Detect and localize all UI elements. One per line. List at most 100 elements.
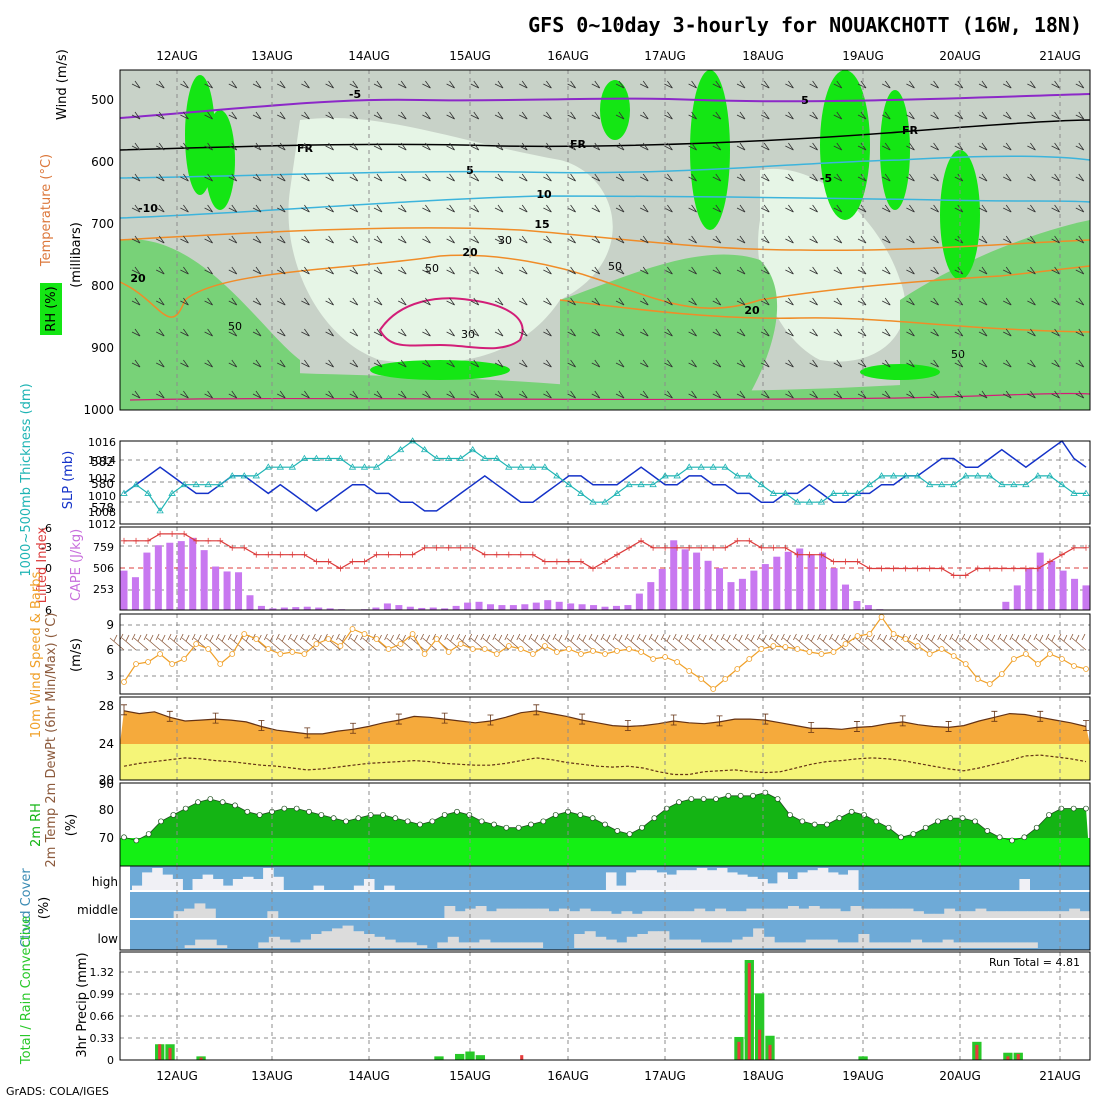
rh-point	[158, 818, 164, 825]
wind-barb	[543, 111, 552, 120]
cloud-cover-cell	[774, 942, 786, 948]
rh-point	[1083, 805, 1089, 812]
wind-barb	[156, 80, 165, 89]
contour-label: 50	[608, 260, 622, 273]
wind-barb	[930, 204, 939, 213]
wind-barb	[1075, 328, 1085, 337]
thickness-axis-label: 1000~500mb Thickness (dm)	[19, 383, 34, 576]
wind-barb	[228, 359, 238, 368]
wind-barb	[833, 297, 843, 306]
wind-barb	[470, 297, 480, 306]
wind-barb	[664, 266, 673, 275]
rh-point	[1070, 805, 1077, 812]
precip-panel: Run Total = 4.81 1.32 0.99 0.66 0.33 0 Total /…	[19, 916, 1091, 1067]
wind-barb	[833, 142, 843, 151]
wind-barb	[591, 111, 601, 120]
wind-barb	[833, 173, 843, 182]
wind-barb	[446, 633, 461, 651]
wind-speed-point	[710, 686, 717, 692]
wind-speed-point	[554, 649, 560, 655]
wind-barb	[640, 328, 649, 337]
thickness-point	[974, 472, 982, 479]
cloud-cover-cell	[454, 911, 466, 919]
wind-barb	[131, 111, 141, 120]
wind-barb	[640, 297, 649, 306]
rh-shade-moist-b	[560, 254, 778, 410]
date-label-bottom: 20AUG	[939, 1069, 981, 1083]
wind-barb	[446, 142, 455, 151]
wind-speed-point	[914, 643, 921, 649]
cloud-level-label: low	[98, 932, 119, 946]
wind-speed-point	[433, 636, 440, 642]
wind-barb	[252, 390, 262, 399]
pressure-tick-label: 700	[91, 217, 114, 231]
lifted-index-point	[265, 551, 272, 558]
wind-barb	[398, 173, 407, 182]
cloud-cover-cell	[742, 936, 754, 948]
rh-legend-swatch	[40, 283, 62, 335]
cloud-cover-cell	[605, 939, 617, 948]
wind-barb	[712, 359, 722, 368]
wind-barb	[252, 359, 262, 368]
wind-barb	[930, 390, 939, 399]
lifted-index-point	[289, 551, 296, 558]
temperature-minmax-bar	[166, 710, 173, 722]
wind-speed-point	[662, 654, 669, 660]
wind-barb	[761, 359, 770, 368]
cape-bar	[727, 582, 735, 610]
rh-point	[589, 815, 596, 821]
wind-barb	[688, 390, 697, 399]
wind-barb	[519, 204, 528, 213]
cloud-cover-cell	[933, 913, 945, 919]
wind-barb	[519, 359, 528, 368]
cloud-cover-cell	[996, 911, 1008, 919]
wind-barb	[204, 173, 213, 182]
cloud-cover-cell	[805, 939, 817, 948]
lifted-index-point	[325, 558, 332, 565]
wind-barb	[180, 235, 189, 244]
wind-barb	[833, 266, 843, 275]
contour-label: 30	[461, 328, 475, 341]
cloud-cover-cell	[746, 908, 758, 919]
cloud-cover-cell	[384, 939, 396, 948]
thickness-point	[240, 472, 248, 479]
wind-speed-point	[217, 661, 224, 667]
wind-barb	[180, 142, 189, 151]
wind-barb	[736, 173, 746, 182]
wind-barb	[736, 111, 746, 120]
wind-barb	[591, 328, 601, 337]
cape-bar	[532, 602, 540, 610]
lifted-index-point	[734, 537, 741, 544]
wind-barb	[156, 328, 165, 337]
thickness-point	[541, 463, 549, 470]
wind-barb	[1027, 204, 1036, 213]
wind-barb	[422, 204, 431, 213]
wind-barb	[180, 390, 189, 399]
lifted-index-point	[710, 544, 717, 551]
rh-point	[404, 818, 411, 825]
cloud-cover-cell	[711, 942, 723, 948]
wind-barb	[338, 633, 353, 651]
wind-barb	[204, 235, 213, 244]
lifted-index-point	[229, 544, 236, 551]
rh-point	[577, 812, 584, 818]
cloud-cover-cell	[686, 870, 698, 890]
cloud-cover-cell	[995, 942, 1007, 948]
wind-speed-point	[121, 679, 127, 685]
wind-barb	[567, 297, 576, 306]
li-tick-label: 0	[45, 562, 52, 575]
wind-barb	[664, 173, 673, 182]
slp-panel: 5825805781016101410121010100810121000~50…	[19, 383, 1091, 577]
cape-bar	[292, 607, 300, 610]
contour-label: 20	[744, 304, 760, 317]
wind-barb	[1027, 173, 1036, 182]
cloud-cover-cell	[756, 908, 768, 919]
wind-barb	[567, 204, 576, 213]
contour-label: 15	[534, 218, 549, 231]
rh-point	[861, 812, 867, 818]
thickness-point	[889, 472, 898, 479]
cape-bar	[590, 605, 598, 610]
cloud-cover-cell	[212, 879, 224, 890]
wind-barb	[277, 204, 286, 213]
wind-barb	[833, 359, 843, 368]
